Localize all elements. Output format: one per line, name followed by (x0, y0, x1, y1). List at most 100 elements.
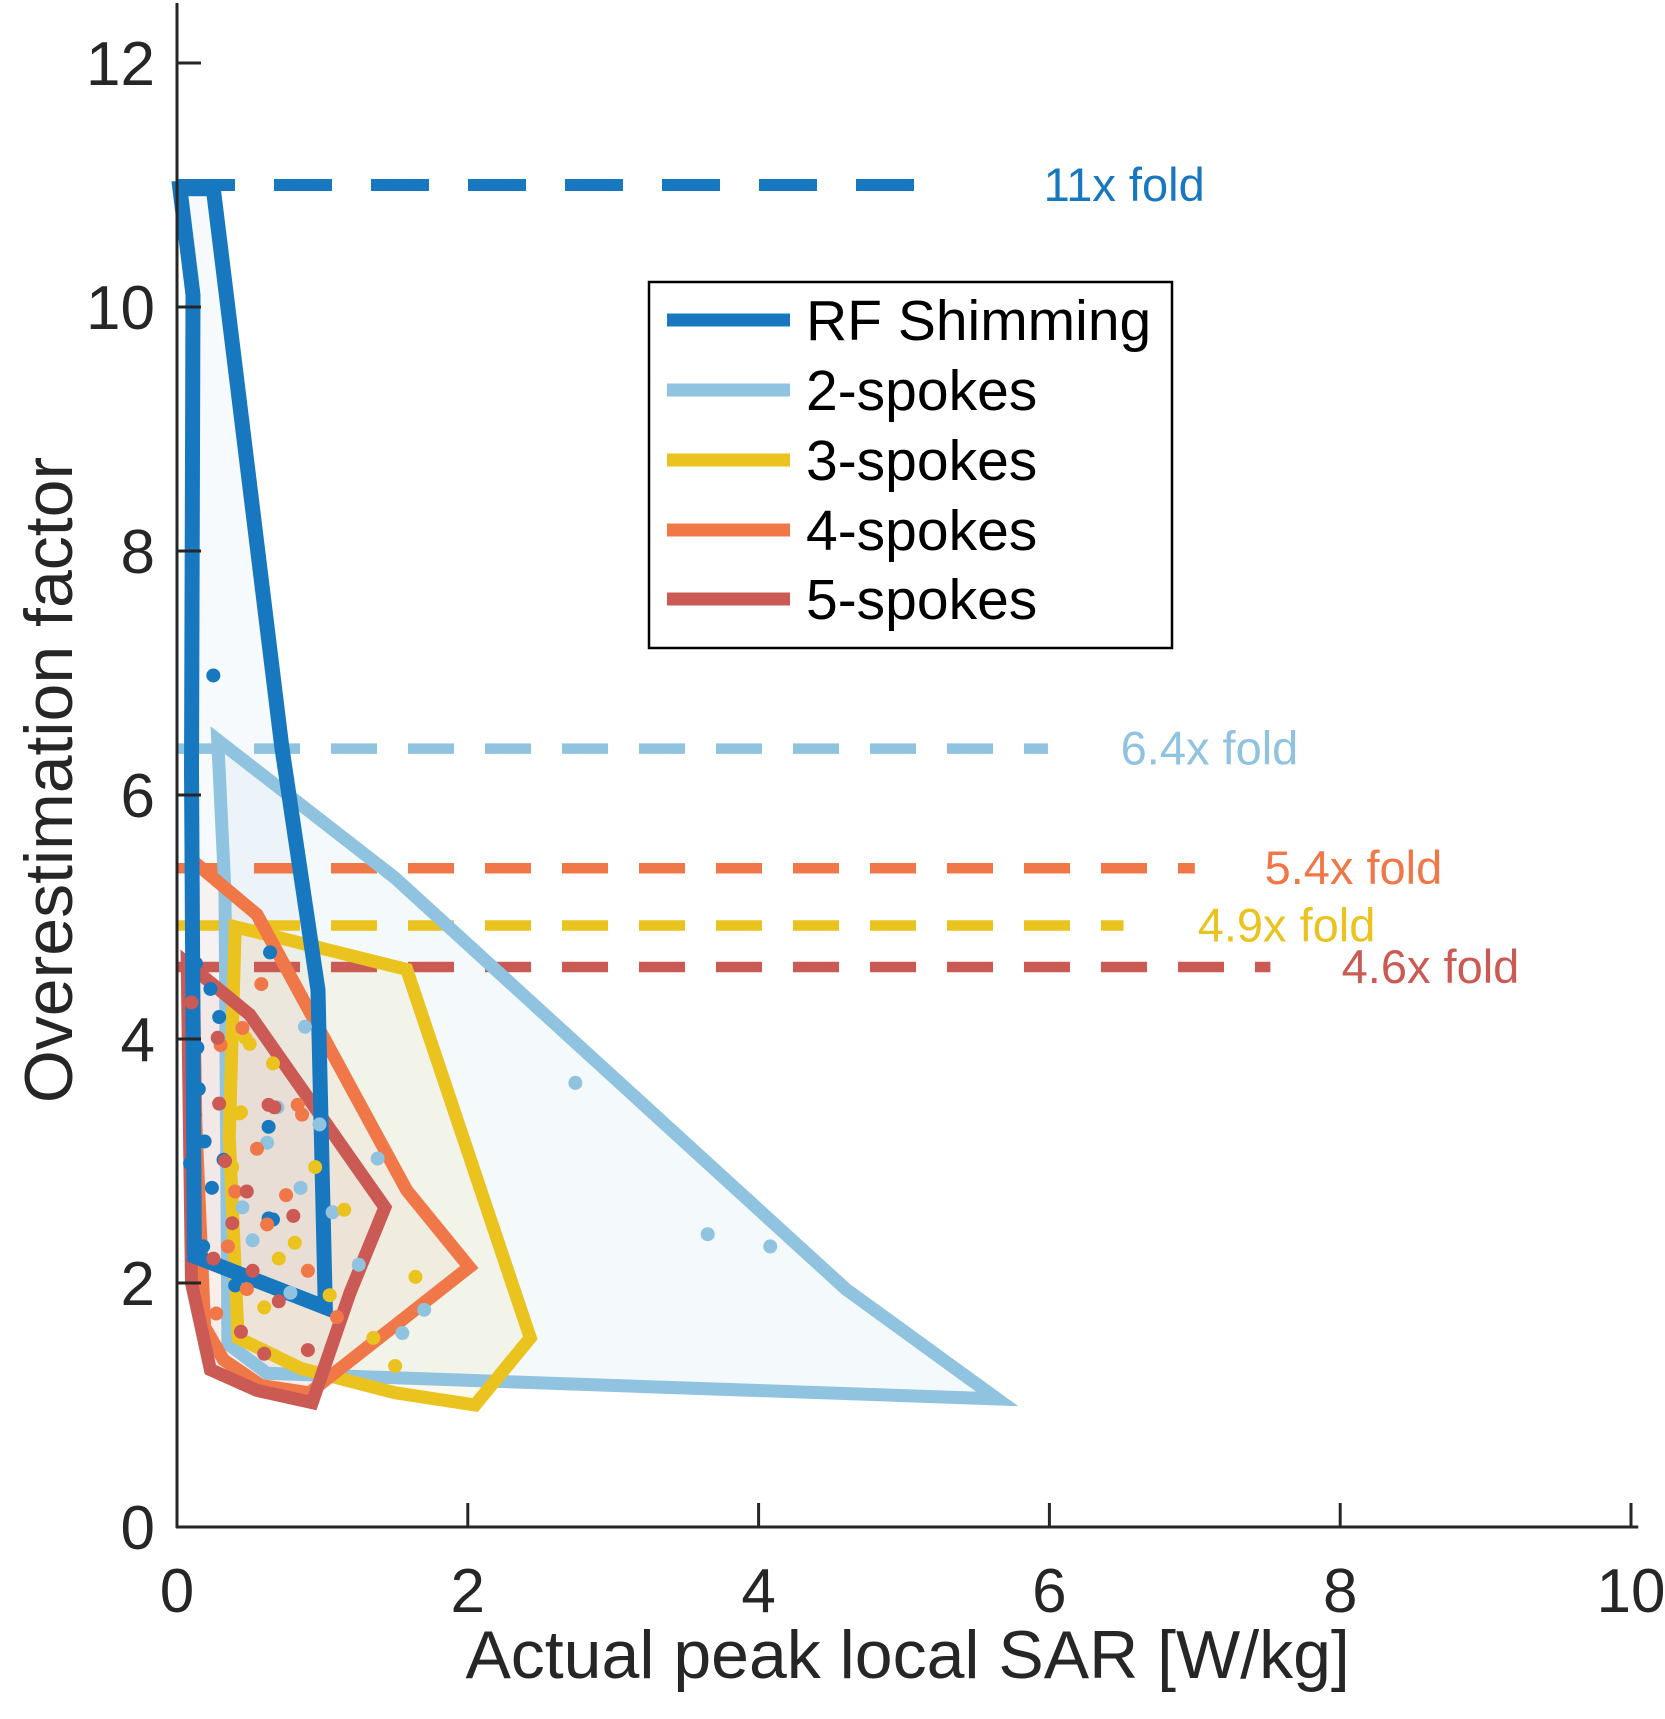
hull-outlines-layer (171, 181, 1019, 1412)
data-point-2-spokes (260, 1135, 275, 1150)
data-point-2-spokes (312, 1117, 327, 1132)
data-point-rf-shimming (197, 1134, 212, 1149)
data-point-5-spokes (217, 1154, 232, 1168)
data-point-rf-shimming (196, 1239, 211, 1254)
data-point-rf-shimming (263, 945, 278, 960)
data-point-2-spokes (417, 1302, 432, 1317)
data-point-3-spokes (257, 1300, 272, 1315)
data-point-4-spokes (300, 1263, 315, 1278)
data-point-2-spokes (325, 1205, 340, 1220)
data-point-rf-shimming (228, 1278, 243, 1293)
data-point-rf-shimming (187, 1107, 202, 1122)
x-tick-label: 8 (1323, 1557, 1357, 1626)
data-point-2-spokes (235, 1200, 250, 1215)
x-tick-label: 2 (451, 1557, 485, 1626)
data-point-5-spokes (245, 1263, 260, 1278)
hull-fill-rf-shimming (179, 188, 326, 1308)
y-axis-title: Overestimation factor (11, 457, 87, 1103)
data-point-5-spokes (286, 1208, 301, 1223)
y-tick-label: 2 (121, 1250, 155, 1319)
x-axis-title: Actual peak local SAR [W/kg] (465, 1617, 1349, 1693)
data-point-rf-shimming (212, 1010, 227, 1025)
hull-outline-5-spokes (180, 949, 393, 1411)
data-point-3-spokes (408, 1269, 423, 1284)
y-tick-label: 6 (121, 762, 155, 831)
hull-outline-3-spokes (222, 918, 538, 1412)
data-point-2-spokes (351, 1257, 366, 1272)
scatter-points-layer (183, 668, 778, 1373)
data-point-2-spokes (245, 1233, 260, 1248)
data-point-5-spokes (225, 1216, 240, 1231)
data-point-3-spokes (232, 1106, 247, 1121)
data-point-3-spokes (242, 1036, 257, 1051)
fold-label-2-spokes: 6.4x fold (1121, 722, 1299, 775)
legend-item-rf-shimming: RF Shimming (806, 289, 1151, 353)
legend: RF Shimming2-spokes3-spokes4-spokes5-spo… (647, 280, 1174, 650)
data-point-2-spokes (395, 1326, 410, 1341)
data-point-3-spokes (388, 1358, 403, 1373)
data-point-rf-shimming (183, 1156, 198, 1171)
data-point-3-spokes (366, 1330, 381, 1345)
y-tick-label: 12 (86, 30, 155, 99)
fold-label-rf-shimming: 11x fold (1044, 158, 1205, 211)
fold-label-5-spokes: 4.6x fold (1342, 940, 1520, 993)
legend-item-2-spokes: 2-spokes (806, 359, 1037, 423)
data-point-4-spokes (249, 1141, 264, 1156)
fold-label-3-spokes: 4.9x fold (1198, 899, 1376, 952)
data-point-3-spokes (271, 1251, 286, 1266)
data-point-4-spokes (228, 1184, 243, 1199)
data-point-5-spokes (267, 1100, 282, 1115)
data-point-rf-shimming (206, 668, 221, 683)
data-point-2-spokes (297, 1019, 312, 1034)
x-tick-label: 4 (741, 1557, 775, 1626)
x-tick-label: 0 (160, 1557, 194, 1626)
data-point-3-spokes (287, 1235, 302, 1250)
legend-item-3-spokes: 3-spokes (806, 429, 1037, 493)
data-point-3-spokes (265, 1056, 280, 1071)
data-point-rf-shimming (188, 956, 203, 971)
data-point-5-spokes (300, 1343, 315, 1358)
data-point-5-spokes (233, 1324, 248, 1339)
fold-label-4-spokes: 5.4x fold (1265, 841, 1443, 894)
y-tick-label: 4 (121, 1006, 155, 1075)
data-point-3-spokes (337, 1202, 352, 1217)
data-point-4-spokes (220, 1239, 235, 1254)
data-point-5-spokes (210, 1030, 225, 1045)
y-tick-label: 10 (86, 274, 155, 343)
data-point-2-spokes (568, 1075, 583, 1090)
data-point-rf-shimming (204, 1180, 219, 1195)
data-point-5-spokes (239, 1184, 254, 1199)
axes-layer: 0 2 4 6 8 10 0 2 4 6 8 10 12 Actual peak local SAR [W… (11, 3, 1665, 1693)
data-point-4-spokes (295, 1107, 310, 1122)
data-point-5-spokes (257, 1346, 272, 1361)
data-point-5-spokes (184, 995, 199, 1010)
data-point-4-spokes (260, 1217, 275, 1232)
legend-item-4-spokes: 4-spokes (806, 499, 1037, 563)
data-point-3-spokes (322, 1288, 337, 1303)
hull-fill-2-spokes (217, 740, 998, 1399)
data-point-3-spokes (308, 1160, 323, 1175)
data-point-4-spokes (239, 1282, 254, 1297)
data-point-5-spokes (206, 1251, 221, 1266)
data-point-4-spokes (279, 1188, 294, 1203)
legend-item-5-spokes: 5-spokes (806, 568, 1037, 632)
data-point-4-spokes (329, 1310, 344, 1325)
data-point-rf-shimming (190, 1040, 205, 1055)
data-point-2-spokes (763, 1239, 778, 1254)
data-point-4-spokes (209, 1306, 224, 1321)
data-point-5-spokes (212, 1096, 227, 1111)
data-point-2-spokes (293, 1180, 308, 1195)
hull-outline-rf-shimming (171, 181, 334, 1319)
data-point-4-spokes (254, 977, 269, 992)
data-point-2-spokes (370, 1151, 385, 1166)
data-point-2-spokes (700, 1227, 715, 1242)
data-point-5-spokes (271, 1294, 286, 1309)
y-tick-label: 8 (121, 518, 155, 587)
y-tick-label: 0 (121, 1494, 155, 1563)
x-tick-label: 6 (1032, 1557, 1066, 1626)
data-point-rf-shimming (261, 1119, 276, 1134)
data-point-rf-shimming (203, 981, 218, 996)
